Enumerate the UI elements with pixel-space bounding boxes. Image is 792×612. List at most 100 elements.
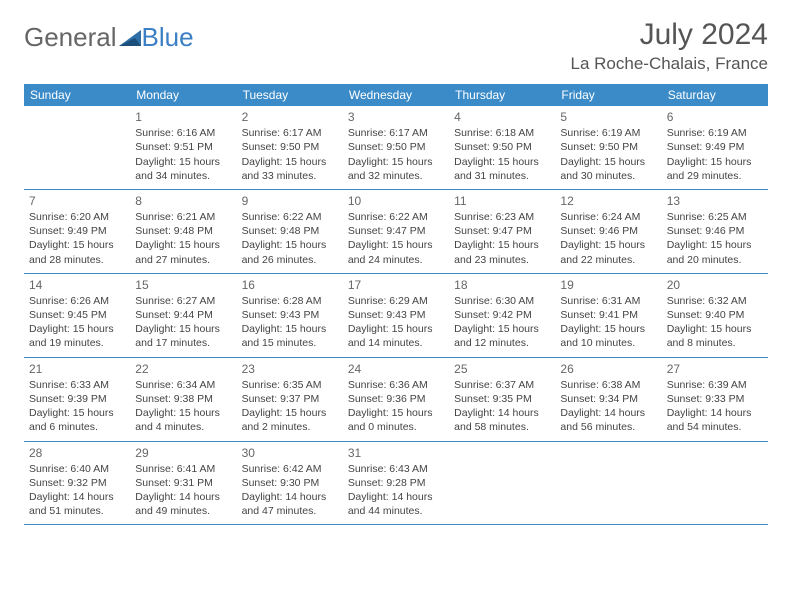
calendar-day-cell: 4Sunrise: 6:18 AMSunset: 9:50 PMDaylight… bbox=[449, 106, 555, 189]
sunrise-text: Sunrise: 6:22 AM bbox=[242, 210, 338, 224]
daylight-text: Daylight: 14 hours and 49 minutes. bbox=[135, 490, 231, 518]
sunset-text: Sunset: 9:36 PM bbox=[348, 392, 444, 406]
sunrise-text: Sunrise: 6:27 AM bbox=[135, 294, 231, 308]
daylight-text: Daylight: 15 hours and 33 minutes. bbox=[242, 155, 338, 183]
sunset-text: Sunset: 9:32 PM bbox=[29, 476, 125, 490]
day-number: 21 bbox=[29, 361, 125, 378]
sunset-text: Sunset: 9:47 PM bbox=[454, 224, 550, 238]
day-number: 17 bbox=[348, 277, 444, 294]
day-number: 10 bbox=[348, 193, 444, 210]
sunrise-text: Sunrise: 6:18 AM bbox=[454, 126, 550, 140]
daylight-text: Daylight: 15 hours and 6 minutes. bbox=[29, 406, 125, 434]
sunset-text: Sunset: 9:34 PM bbox=[560, 392, 656, 406]
calendar-day-cell: 3Sunrise: 6:17 AMSunset: 9:50 PMDaylight… bbox=[343, 106, 449, 189]
day-number: 2 bbox=[242, 109, 338, 126]
daylight-text: Daylight: 15 hours and 4 minutes. bbox=[135, 406, 231, 434]
calendar-week-row: 14Sunrise: 6:26 AMSunset: 9:45 PMDayligh… bbox=[24, 274, 768, 358]
sunset-text: Sunset: 9:48 PM bbox=[242, 224, 338, 238]
calendar-day-cell: 9Sunrise: 6:22 AMSunset: 9:48 PMDaylight… bbox=[237, 190, 343, 273]
sunset-text: Sunset: 9:45 PM bbox=[29, 308, 125, 322]
day-number: 5 bbox=[560, 109, 656, 126]
daylight-text: Daylight: 15 hours and 34 minutes. bbox=[135, 155, 231, 183]
daylight-text: Daylight: 15 hours and 22 minutes. bbox=[560, 238, 656, 266]
sunset-text: Sunset: 9:41 PM bbox=[560, 308, 656, 322]
brand-logo: General Blue bbox=[24, 18, 194, 53]
sunset-text: Sunset: 9:37 PM bbox=[242, 392, 338, 406]
calendar-day-cell: 26Sunrise: 6:38 AMSunset: 9:34 PMDayligh… bbox=[555, 358, 661, 441]
sunset-text: Sunset: 9:49 PM bbox=[29, 224, 125, 238]
calendar-day-cell: 15Sunrise: 6:27 AMSunset: 9:44 PMDayligh… bbox=[130, 274, 236, 357]
day-number: 27 bbox=[667, 361, 763, 378]
weekday-monday: Monday bbox=[130, 84, 236, 106]
day-number: 22 bbox=[135, 361, 231, 378]
daylight-text: Daylight: 15 hours and 14 minutes. bbox=[348, 322, 444, 350]
sunrise-text: Sunrise: 6:37 AM bbox=[454, 378, 550, 392]
day-number: 23 bbox=[242, 361, 338, 378]
calendar-day-cell: 29Sunrise: 6:41 AMSunset: 9:31 PMDayligh… bbox=[130, 442, 236, 525]
sunrise-text: Sunrise: 6:25 AM bbox=[667, 210, 763, 224]
sunrise-text: Sunrise: 6:20 AM bbox=[29, 210, 125, 224]
daylight-text: Daylight: 14 hours and 47 minutes. bbox=[242, 490, 338, 518]
daylight-text: Daylight: 15 hours and 30 minutes. bbox=[560, 155, 656, 183]
calendar-day-cell bbox=[449, 442, 555, 525]
brand-part2: Blue bbox=[142, 22, 194, 53]
sunrise-text: Sunrise: 6:22 AM bbox=[348, 210, 444, 224]
day-number: 19 bbox=[560, 277, 656, 294]
sunset-text: Sunset: 9:46 PM bbox=[667, 224, 763, 238]
sunrise-text: Sunrise: 6:34 AM bbox=[135, 378, 231, 392]
sunrise-text: Sunrise: 6:41 AM bbox=[135, 462, 231, 476]
calendar-week-row: 21Sunrise: 6:33 AMSunset: 9:39 PMDayligh… bbox=[24, 358, 768, 442]
day-number: 20 bbox=[667, 277, 763, 294]
daylight-text: Daylight: 14 hours and 44 minutes. bbox=[348, 490, 444, 518]
calendar-day-cell: 22Sunrise: 6:34 AMSunset: 9:38 PMDayligh… bbox=[130, 358, 236, 441]
daylight-text: Daylight: 14 hours and 58 minutes. bbox=[454, 406, 550, 434]
day-number: 26 bbox=[560, 361, 656, 378]
calendar-day-cell: 13Sunrise: 6:25 AMSunset: 9:46 PMDayligh… bbox=[662, 190, 768, 273]
sunset-text: Sunset: 9:38 PM bbox=[135, 392, 231, 406]
sunset-text: Sunset: 9:47 PM bbox=[348, 224, 444, 238]
day-number: 8 bbox=[135, 193, 231, 210]
sunset-text: Sunset: 9:43 PM bbox=[348, 308, 444, 322]
sunset-text: Sunset: 9:46 PM bbox=[560, 224, 656, 238]
calendar-day-cell bbox=[24, 106, 130, 189]
daylight-text: Daylight: 15 hours and 0 minutes. bbox=[348, 406, 444, 434]
daylight-text: Daylight: 15 hours and 29 minutes. bbox=[667, 155, 763, 183]
weekday-thursday: Thursday bbox=[449, 84, 555, 106]
sunrise-text: Sunrise: 6:36 AM bbox=[348, 378, 444, 392]
sunset-text: Sunset: 9:43 PM bbox=[242, 308, 338, 322]
sunset-text: Sunset: 9:50 PM bbox=[560, 140, 656, 154]
sunset-text: Sunset: 9:40 PM bbox=[667, 308, 763, 322]
title-block: July 2024 La Roche-Chalais, France bbox=[571, 18, 768, 74]
day-number: 14 bbox=[29, 277, 125, 294]
calendar-day-cell: 19Sunrise: 6:31 AMSunset: 9:41 PMDayligh… bbox=[555, 274, 661, 357]
sunset-text: Sunset: 9:28 PM bbox=[348, 476, 444, 490]
day-number: 11 bbox=[454, 193, 550, 210]
daylight-text: Daylight: 14 hours and 51 minutes. bbox=[29, 490, 125, 518]
sunset-text: Sunset: 9:50 PM bbox=[454, 140, 550, 154]
daylight-text: Daylight: 14 hours and 56 minutes. bbox=[560, 406, 656, 434]
sunset-text: Sunset: 9:31 PM bbox=[135, 476, 231, 490]
day-number: 3 bbox=[348, 109, 444, 126]
weekday-tuesday: Tuesday bbox=[237, 84, 343, 106]
calendar-day-cell: 20Sunrise: 6:32 AMSunset: 9:40 PMDayligh… bbox=[662, 274, 768, 357]
day-number: 7 bbox=[29, 193, 125, 210]
calendar-week-row: 28Sunrise: 6:40 AMSunset: 9:32 PMDayligh… bbox=[24, 442, 768, 526]
calendar-day-cell: 23Sunrise: 6:35 AMSunset: 9:37 PMDayligh… bbox=[237, 358, 343, 441]
month-title: July 2024 bbox=[571, 18, 768, 52]
sunset-text: Sunset: 9:49 PM bbox=[667, 140, 763, 154]
daylight-text: Daylight: 15 hours and 32 minutes. bbox=[348, 155, 444, 183]
sunrise-text: Sunrise: 6:33 AM bbox=[29, 378, 125, 392]
sunset-text: Sunset: 9:39 PM bbox=[29, 392, 125, 406]
calendar-day-cell: 11Sunrise: 6:23 AMSunset: 9:47 PMDayligh… bbox=[449, 190, 555, 273]
daylight-text: Daylight: 15 hours and 27 minutes. bbox=[135, 238, 231, 266]
weekday-sunday: Sunday bbox=[24, 84, 130, 106]
sunrise-text: Sunrise: 6:24 AM bbox=[560, 210, 656, 224]
calendar-day-cell: 31Sunrise: 6:43 AMSunset: 9:28 PMDayligh… bbox=[343, 442, 449, 525]
day-number: 15 bbox=[135, 277, 231, 294]
daylight-text: Daylight: 15 hours and 31 minutes. bbox=[454, 155, 550, 183]
calendar-week-row: 7Sunrise: 6:20 AMSunset: 9:49 PM Daylight… bbox=[24, 190, 768, 274]
logo-triangle-icon bbox=[119, 28, 141, 48]
day-number: 29 bbox=[135, 445, 231, 462]
day-number: 28 bbox=[29, 445, 125, 462]
calendar-day-cell: 18Sunrise: 6:30 AMSunset: 9:42 PMDayligh… bbox=[449, 274, 555, 357]
